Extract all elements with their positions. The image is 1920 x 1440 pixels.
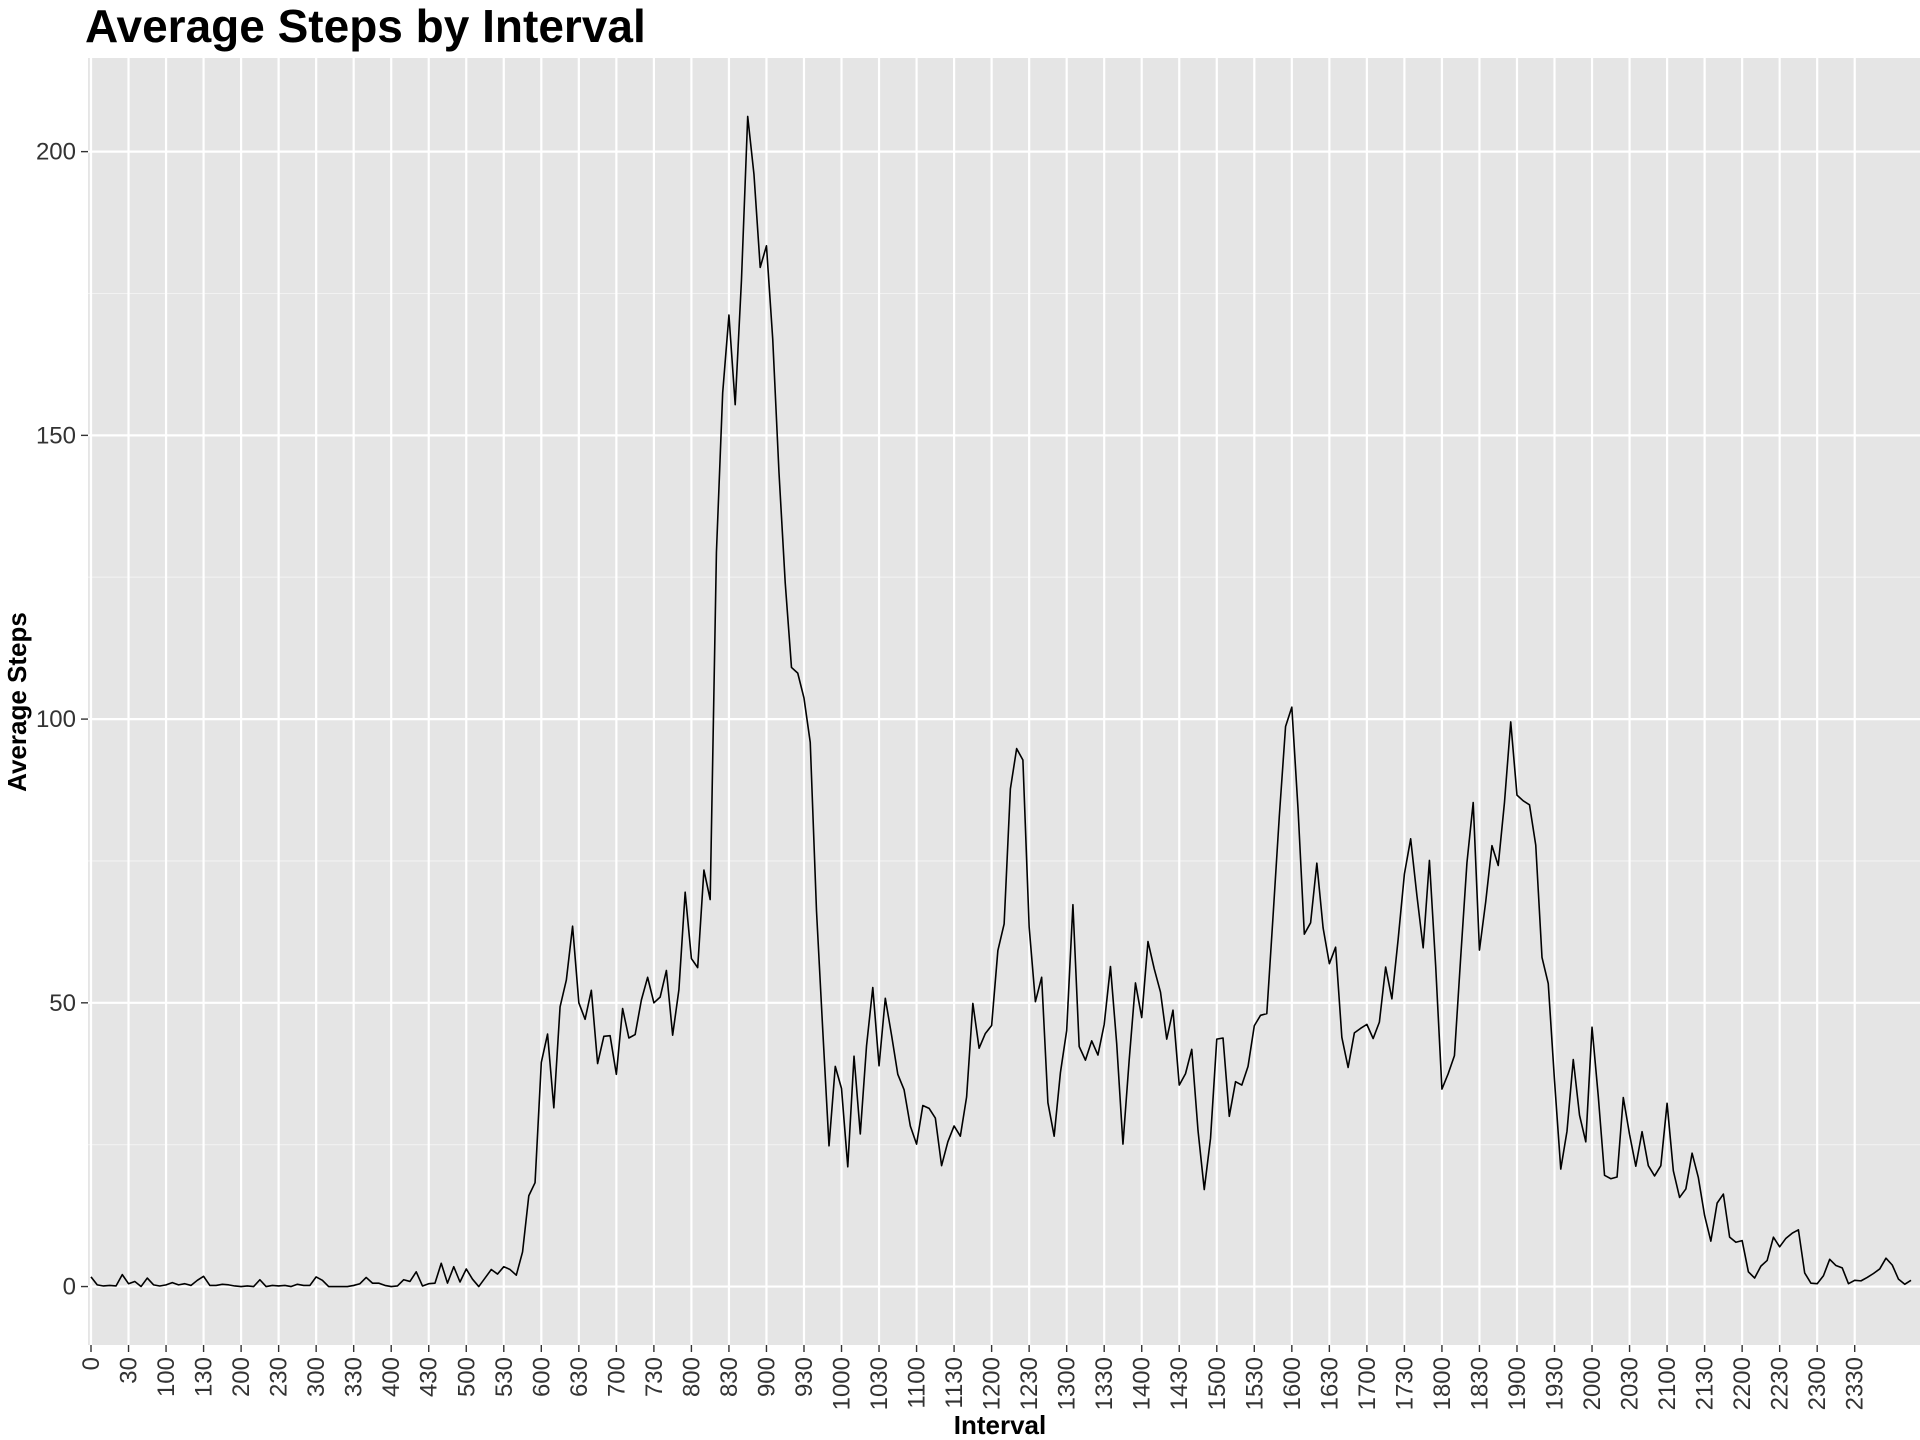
x-tick-label: 1000	[829, 1357, 856, 1410]
x-tick-label: 430	[416, 1357, 443, 1397]
x-tick-label: 1800	[1429, 1357, 1456, 1410]
x-tick-label: 1330	[1091, 1357, 1118, 1410]
x-tick-label: 1300	[1054, 1357, 1081, 1410]
y-tick-label: 200	[36, 139, 76, 166]
x-tick-label: 600	[528, 1357, 555, 1397]
x-tick-label: 830	[716, 1357, 743, 1397]
x-tick-label: 1830	[1466, 1357, 1493, 1410]
x-tick-label: 1100	[904, 1357, 931, 1409]
y-axis-title: Average Steps	[2, 612, 32, 792]
x-tick-label: 500	[453, 1357, 480, 1397]
y-tick-label: 50	[49, 990, 76, 1017]
x-tick-label: 2100	[1654, 1357, 1681, 1410]
x-tick-label: 730	[641, 1357, 668, 1397]
chart-title: Average Steps by Interval	[85, 0, 646, 52]
x-tick-label: 1030	[866, 1357, 893, 1410]
x-tick-label: 200	[228, 1357, 255, 1397]
plot-background	[88, 58, 1920, 1345]
x-tick-label: 1630	[1316, 1357, 1343, 1410]
y-tick-label: 100	[36, 706, 76, 733]
x-tick-label: 1130	[941, 1357, 968, 1409]
x-tick-label: 1400	[1129, 1357, 1156, 1410]
major-gridlines	[88, 58, 1920, 1345]
x-tick-label: 800	[678, 1357, 705, 1397]
x-tick-label: 930	[791, 1357, 818, 1397]
x-tick-label: 1700	[1354, 1357, 1381, 1410]
x-tick-label: 1430	[1166, 1357, 1193, 1410]
x-tick-label: 1600	[1279, 1357, 1306, 1410]
x-tick-label: 330	[341, 1357, 368, 1397]
x-tick-label: 900	[753, 1357, 780, 1397]
x-tick-label: 300	[303, 1357, 330, 1397]
y-tick-label: 150	[36, 422, 76, 449]
y-axis-ticks: 0 50 100 150 200	[36, 139, 88, 1301]
x-axis-ticks: 0 30 100 130 200 230 300 330 400 430 500 530 600 630 7…	[78, 1345, 1869, 1410]
x-tick-label: 2200	[1729, 1357, 1756, 1410]
x-tick-label: 130	[191, 1357, 218, 1397]
x-tick-label: 1200	[979, 1357, 1006, 1410]
x-tick-label: 530	[491, 1357, 518, 1397]
x-tick-label: 100	[153, 1357, 180, 1397]
x-tick-label: 400	[378, 1357, 405, 1397]
x-tick-label: 1230	[1016, 1357, 1043, 1410]
x-tick-label: 2130	[1692, 1357, 1719, 1410]
x-tick-label: 630	[566, 1357, 593, 1397]
x-tick-label: 230	[266, 1357, 293, 1397]
x-tick-label: 1500	[1204, 1357, 1231, 1410]
y-tick-label: 0	[63, 1274, 76, 1301]
x-tick-label: 1900	[1504, 1357, 1531, 1410]
x-tick-label: 1530	[1241, 1357, 1268, 1410]
average-steps-line	[90, 115, 1912, 1288]
x-tick-label: 2230	[1767, 1357, 1794, 1410]
x-axis-title: Interval	[954, 1410, 1047, 1440]
minor-gridlines	[88, 292, 1920, 1146]
x-tick-label: 30	[116, 1357, 143, 1384]
x-tick-label: 700	[603, 1357, 630, 1397]
x-tick-label: 2000	[1579, 1357, 1606, 1410]
x-tick-label: 2300	[1804, 1357, 1831, 1410]
x-tick-label: 0	[78, 1357, 105, 1370]
x-tick-label: 1930	[1542, 1357, 1569, 1410]
x-tick-label: 2330	[1842, 1357, 1869, 1410]
x-tick-label: 2030	[1617, 1357, 1644, 1410]
x-tick-label: 1730	[1391, 1357, 1418, 1410]
